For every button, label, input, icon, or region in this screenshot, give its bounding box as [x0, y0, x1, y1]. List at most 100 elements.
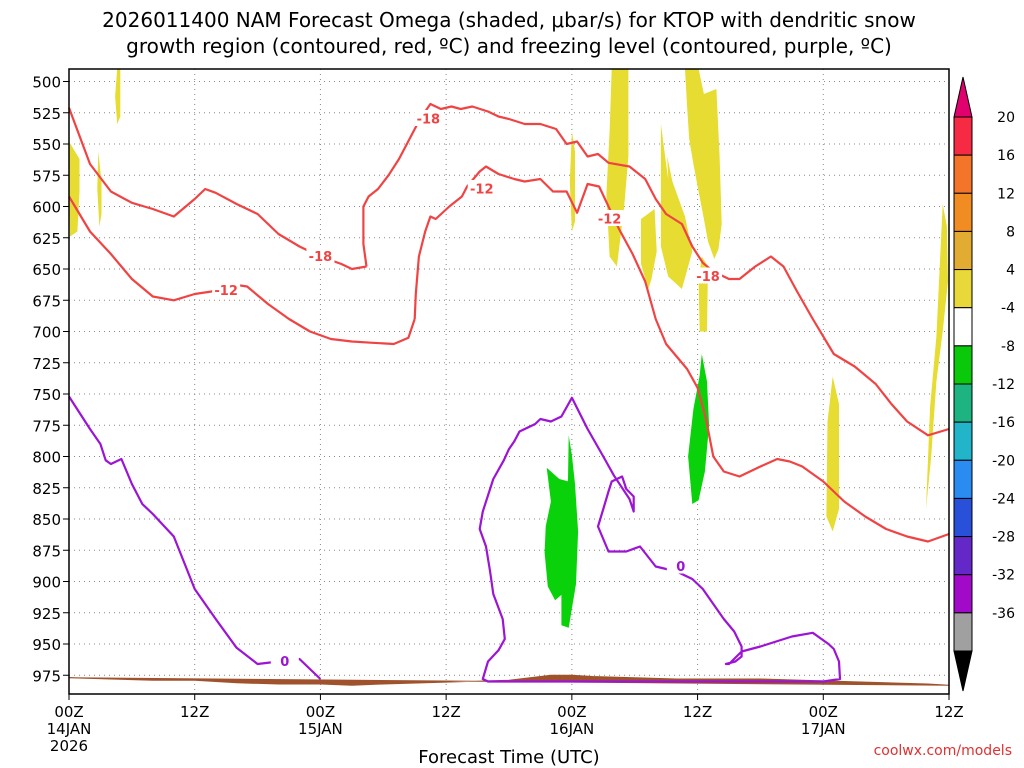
- omega-4-to-8-sinking-patch-11: [926, 204, 948, 509]
- omega-4-to-8-sinking-patch-1: [69, 141, 80, 237]
- omega-4-to-8-rising-patch-3: [688, 354, 710, 504]
- contour-label-bg: [467, 180, 496, 196]
- x-axis-label: Forecast Time (UTC): [418, 747, 599, 768]
- colorbar-swatch: [953, 536, 973, 576]
- omega-4-to-8-sinking-patch-7: [660, 124, 693, 289]
- x-tick-label: 00Z: [306, 703, 335, 721]
- contour-label: -18: [309, 250, 333, 265]
- contour-label: 0: [676, 560, 685, 575]
- x-tick-label: 00Z: [54, 703, 83, 721]
- y-tick-label: 575: [32, 167, 61, 185]
- colorbar-label: -36: [992, 606, 1015, 622]
- y-tick-label: 800: [32, 449, 61, 467]
- temperature-contours: [67, 102, 950, 683]
- x-tick-label: 12Z: [431, 703, 460, 721]
- colorbar-label: 8: [1006, 224, 1015, 240]
- colorbar-label: 20: [997, 110, 1015, 126]
- colorbar-label: -4: [1001, 301, 1015, 317]
- x-tick-label: 12Z: [180, 703, 209, 721]
- omega-4-to-8-sinking-patch-2: [97, 151, 102, 227]
- x-tick-label: 00Z: [557, 703, 586, 721]
- contour-label-bg: [414, 110, 443, 126]
- colorbar-label: -24: [992, 491, 1015, 507]
- colorbar-swatch: [953, 269, 973, 309]
- y-tick-label: 725: [32, 355, 61, 373]
- colorbar-swatch: [953, 307, 973, 347]
- contour-label-bg: [212, 281, 241, 298]
- y-tick-label: 550: [32, 136, 61, 154]
- colorbar-label: -28: [992, 530, 1015, 546]
- colorbar-swatch: [953, 574, 973, 614]
- colorbar-label: -12: [992, 377, 1015, 393]
- colorbar-swatch: [953, 459, 973, 499]
- x-tick-label: 2026: [50, 737, 88, 755]
- colorbar-label: -20: [992, 453, 1015, 469]
- watermark-text: coolwx.com/models: [874, 743, 1012, 759]
- plot-area: [69, 69, 949, 694]
- contour-label: -12: [598, 213, 622, 228]
- contour-label-bg: [694, 267, 723, 284]
- colorbar-label: -16: [992, 415, 1015, 431]
- contour-label: 0: [280, 655, 289, 670]
- colorbar-label: -32: [992, 568, 1015, 584]
- x-tick-label: 17JAN: [801, 720, 846, 738]
- contour-label-bg: [270, 652, 299, 669]
- colorbar-swatch: [953, 345, 973, 385]
- y-tick-label: 775: [32, 417, 61, 435]
- x-tick-label: 12Z: [934, 703, 963, 721]
- y-tick-label: 750: [32, 386, 61, 404]
- colorbar-swatch: [953, 497, 973, 538]
- omega-4-to-8-sinking-patch-3: [115, 69, 121, 124]
- x-tick-label: 15JAN: [298, 720, 343, 738]
- y-tick-label: 525: [32, 105, 61, 123]
- chart-title-line-2: growth region (contoured, red, ºC) and f…: [126, 34, 892, 58]
- contour-label: -12: [214, 284, 238, 299]
- colorbar-swatch: [953, 230, 973, 271]
- grid-lines: [69, 69, 949, 694]
- y-tick-label: 975: [32, 667, 61, 685]
- colorbar-swatch: [953, 421, 973, 461]
- omega-4-to-8-sinking-patch-6: [641, 209, 657, 289]
- dgz-12c-line-b: [413, 165, 950, 543]
- omega-shading: [68, 69, 950, 686]
- colorbar-swatch: [953, 612, 973, 652]
- x-tick-label: 00Z: [809, 703, 838, 721]
- y-tick-label: 650: [32, 261, 61, 279]
- ground: [68, 674, 950, 686]
- y-tick-label: 625: [32, 230, 61, 248]
- omega-4-to-8-rising-patch-1: [561, 435, 579, 628]
- y-axis-ticks: 500 525 550 575 600 625 650 675 700 725 750 775 800 8…: [32, 74, 69, 685]
- y-tick-label: 825: [32, 480, 61, 498]
- colorbar-swatch: [953, 192, 973, 232]
- y-tick-label: 675: [32, 292, 61, 310]
- colorbar-label: 12: [997, 186, 1015, 202]
- plot-frame: [68, 68, 950, 695]
- y-tick-label: 950: [32, 636, 61, 654]
- y-tick-label: 600: [32, 199, 61, 217]
- colorbar: 20 16 12 8 4 -4 -8 -12 -16 -20 -24 -28 -32 -36: [953, 76, 1015, 692]
- freezing-line-a: [68, 395, 322, 680]
- colorbar-label: 16: [997, 148, 1015, 164]
- y-tick-label: 900: [32, 574, 61, 592]
- y-tick-label: 850: [32, 511, 61, 529]
- colorbar-label: 4: [1006, 263, 1015, 279]
- omega-4-to-8-rising-patch-2: [544, 467, 569, 601]
- chart-title-line-1: 2026011400 NAM Forecast Omega (shaded, μ…: [102, 8, 916, 32]
- contour-labels: -18 -12 -18 -12 -12 -18 0 0: [212, 110, 723, 670]
- colorbar-top-arrow: [953, 76, 973, 118]
- y-tick-label: 500: [32, 74, 61, 92]
- contour-label-bg: [666, 557, 695, 574]
- colorbar-label: -8: [1001, 339, 1015, 355]
- dgz-12c-line-a: [68, 195, 416, 346]
- y-tick-label: 700: [32, 324, 61, 342]
- colorbar-swatch: [953, 116, 973, 156]
- y-tick-label: 875: [32, 542, 61, 560]
- contour-label: -18: [696, 270, 720, 285]
- contour-label-bg: [306, 247, 335, 264]
- contour-label-bg: [595, 210, 624, 226]
- x-tick-label: 16JAN: [549, 720, 594, 738]
- colorbar-swatch: [953, 383, 973, 423]
- colorbar-swatch: [953, 154, 973, 194]
